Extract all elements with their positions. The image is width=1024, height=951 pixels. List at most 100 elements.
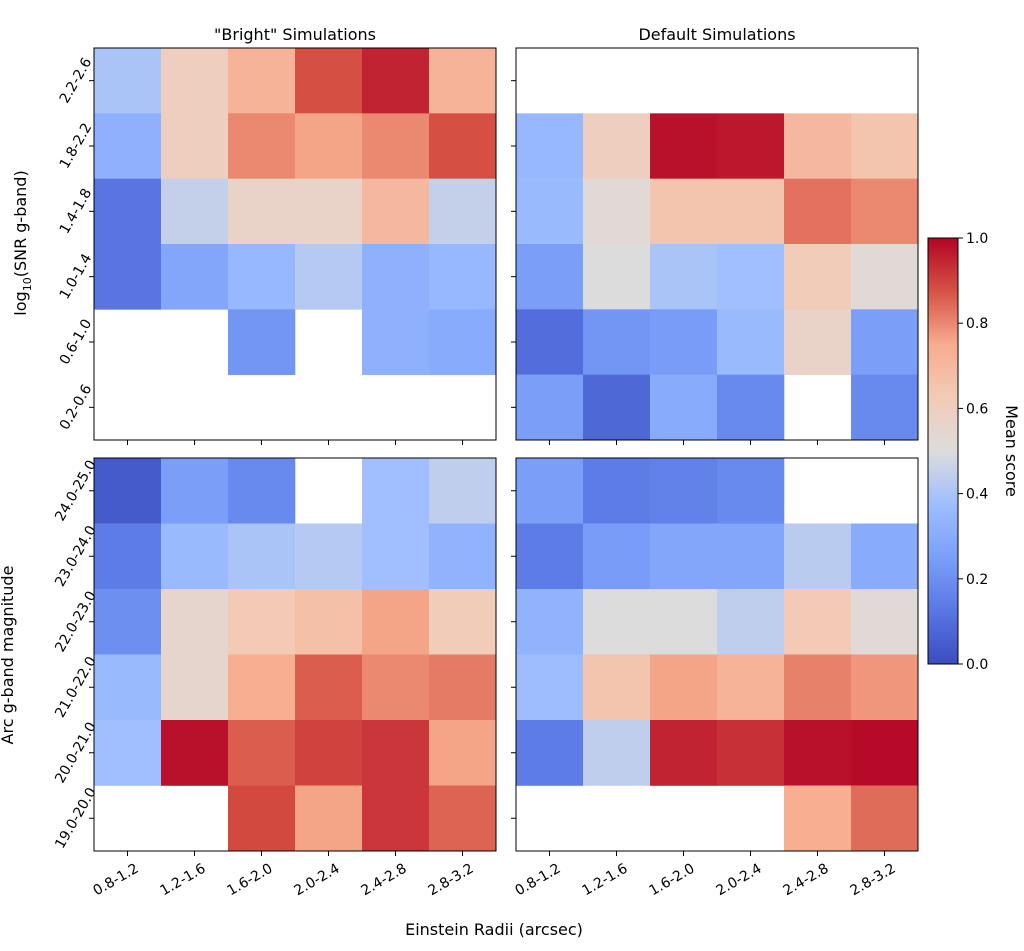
heatmap-bottom-right: 0.8-1.2 1.2-1.6 1.6-2.0 2.0-2.4 2.4-2.8 2.8-3…	[511, 457, 919, 900]
heatmap-cell	[228, 244, 296, 310]
heatmap-cell	[94, 458, 162, 524]
heatmap-cell	[516, 523, 584, 590]
heatmap-cell	[429, 523, 497, 590]
heatmap-cell	[295, 589, 363, 655]
heatmap-cell	[228, 113, 296, 179]
heatmap-cell	[516, 589, 584, 655]
panel-frame	[93, 457, 497, 852]
heatmap-cell	[583, 178, 651, 245]
heatmap-cell	[362, 244, 430, 310]
colorbar-tick-label: 1.0	[966, 231, 988, 247]
heatmap-cell	[516, 374, 584, 441]
x-tick-label: 1.2-1.6	[580, 861, 631, 900]
heatmap-cell	[94, 589, 162, 655]
heatmap-cell	[650, 113, 718, 179]
x-tick-label: 0.8-1.2	[91, 861, 142, 900]
heatmap-cell	[516, 244, 584, 310]
magnitude-y-axis-label: Arc g-band magnitude	[0, 566, 17, 745]
colorbar-tick-label: 0.0	[966, 657, 988, 673]
heatmap-top-right	[511, 47, 919, 445]
heatmap-cell	[228, 785, 296, 852]
colorbar-tick-label: 0.8	[966, 316, 988, 332]
heatmap-cell	[429, 589, 497, 655]
heatmap-cell	[650, 589, 718, 655]
heatmap-cell	[362, 589, 430, 655]
heatmap-cell	[94, 720, 162, 786]
heatmap-cell	[650, 374, 718, 441]
heatmap-cell	[851, 589, 919, 655]
heatmap-cell	[362, 48, 430, 114]
heatmap-cell	[717, 244, 785, 310]
heatmap-cell	[583, 720, 651, 786]
heatmap-cell	[228, 309, 296, 375]
heatmap-bottom-left: 0.8-1.2 1.2-1.6 1.6-2.0 2.0-2.4 2.4-2.8 2.8-3…	[52, 457, 497, 900]
heatmap-cell	[295, 244, 363, 310]
panel-frame	[515, 457, 919, 852]
heatmap-cell	[851, 374, 919, 441]
panel-frame	[93, 47, 497, 441]
heatmap-cell	[583, 309, 651, 375]
heatmap-cell	[717, 654, 785, 721]
heatmap-cell	[161, 48, 229, 114]
heatmap-cell	[851, 720, 919, 786]
heatmap-cell	[362, 523, 430, 590]
heatmap-cell	[295, 178, 363, 245]
colorbar-gradient	[928, 238, 958, 664]
heatmap-cell	[516, 654, 584, 721]
heatmap-cell	[295, 654, 363, 721]
colorbar-tick-label: 0.2	[966, 572, 988, 588]
heatmap-cell	[784, 244, 852, 310]
x-tick-label: 2.0-2.4	[714, 861, 765, 900]
heatmap-cell	[161, 654, 229, 721]
x-tick-label: 2.4-2.8	[359, 861, 410, 900]
heatmap-cell	[784, 654, 852, 721]
heatmap-cell	[583, 244, 651, 310]
heatmap-cell	[784, 589, 852, 655]
x-tick-label: 1.6-2.0	[647, 861, 698, 900]
heatmap-cell	[228, 48, 296, 114]
heatmap-cell	[717, 589, 785, 655]
heatmap-cell	[516, 113, 584, 179]
x-tick-label: 2.8-3.2	[848, 861, 899, 900]
heatmap-cell	[295, 113, 363, 179]
heatmap-cell	[429, 48, 497, 114]
x-tick-label: 0.8-1.2	[513, 861, 564, 900]
heatmap-cell	[583, 589, 651, 655]
heatmap-cell	[362, 178, 430, 245]
heatmap-cell	[583, 113, 651, 179]
heatmap-cell	[429, 309, 497, 375]
default-simulations-title: Default Simulations	[638, 25, 795, 44]
heatmap-panels: 2.2-2.61.8-2.21.4-1.81.0-1.40.6-1.00.2-0…	[52, 47, 919, 900]
heatmap-cell	[94, 113, 162, 179]
heatmap-cell	[362, 309, 430, 375]
heatmap-cell	[784, 523, 852, 590]
heatmap-cell	[851, 113, 919, 179]
heatmap-cell	[362, 785, 430, 852]
x-tick-label: 1.2-1.6	[158, 861, 209, 900]
heatmap-cell	[851, 654, 919, 721]
heatmap-cell	[851, 785, 919, 852]
heatmap-cell	[784, 113, 852, 179]
heatmap-cell	[161, 244, 229, 310]
colorbar-frame	[927, 237, 959, 665]
heatmap-cell	[362, 654, 430, 721]
heatmap-cell	[295, 48, 363, 114]
heatmap-cell	[516, 458, 584, 524]
heatmap-cell	[717, 523, 785, 590]
einstein-radii-x-axis-label: Einstein Radii (arcsec)	[405, 920, 583, 939]
heatmap-cell	[295, 523, 363, 590]
heatmap-cell	[295, 720, 363, 786]
heatmap-cell	[161, 720, 229, 786]
heatmap-cell	[362, 458, 430, 524]
heatmap-cell	[228, 458, 296, 524]
heatmap-cell	[94, 178, 162, 245]
heatmap-cell	[429, 113, 497, 179]
heatmap-cell	[650, 654, 718, 721]
panel-frame	[515, 47, 919, 441]
heatmap-cell	[583, 374, 651, 441]
heatmap-cell	[717, 720, 785, 786]
heatmap-cell	[94, 48, 162, 114]
heatmap-cell	[429, 785, 497, 852]
heatmap-cell	[650, 458, 718, 524]
x-tick-label: 2.8-3.2	[426, 861, 477, 900]
